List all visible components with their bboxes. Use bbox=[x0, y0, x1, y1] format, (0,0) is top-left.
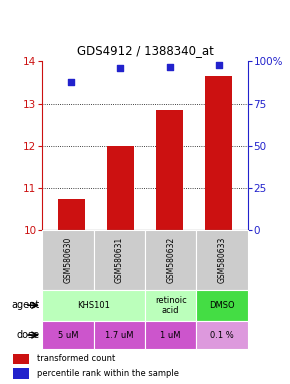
Bar bbox=[156, 110, 183, 230]
Text: 1 uM: 1 uM bbox=[160, 331, 181, 339]
Bar bbox=[13, 354, 30, 364]
Bar bbox=[145, 321, 197, 349]
Text: 0.1 %: 0.1 % bbox=[210, 331, 234, 339]
Bar bbox=[58, 199, 85, 230]
Bar bbox=[145, 230, 197, 290]
Text: GSM580633: GSM580633 bbox=[218, 237, 227, 283]
Bar bbox=[13, 368, 30, 379]
Text: GSM580632: GSM580632 bbox=[166, 237, 175, 283]
Bar bbox=[196, 230, 248, 290]
Text: transformed count: transformed count bbox=[37, 354, 115, 363]
Text: KHS101: KHS101 bbox=[77, 301, 110, 310]
Text: retinoic
acid: retinoic acid bbox=[155, 296, 186, 315]
Text: dose: dose bbox=[16, 330, 39, 340]
Text: percentile rank within the sample: percentile rank within the sample bbox=[37, 369, 179, 378]
Text: 1.7 uM: 1.7 uM bbox=[105, 331, 133, 339]
Bar bbox=[42, 290, 145, 321]
Bar bbox=[42, 321, 93, 349]
Bar bbox=[93, 230, 145, 290]
Bar bbox=[205, 76, 232, 230]
Bar bbox=[42, 230, 93, 290]
Text: GSM580630: GSM580630 bbox=[63, 237, 72, 283]
Bar bbox=[196, 321, 248, 349]
Bar bbox=[145, 290, 197, 321]
Text: GDS4912 / 1388340_at: GDS4912 / 1388340_at bbox=[77, 45, 213, 57]
Point bbox=[167, 63, 172, 70]
Text: GSM580631: GSM580631 bbox=[115, 237, 124, 283]
Bar bbox=[107, 146, 134, 230]
Point bbox=[118, 65, 123, 71]
Point bbox=[216, 62, 221, 68]
Text: DMSO: DMSO bbox=[209, 301, 235, 310]
Bar bbox=[196, 290, 248, 321]
Bar bbox=[93, 321, 145, 349]
Text: agent: agent bbox=[11, 300, 39, 310]
Point bbox=[69, 79, 74, 85]
Text: 5 uM: 5 uM bbox=[57, 331, 78, 339]
